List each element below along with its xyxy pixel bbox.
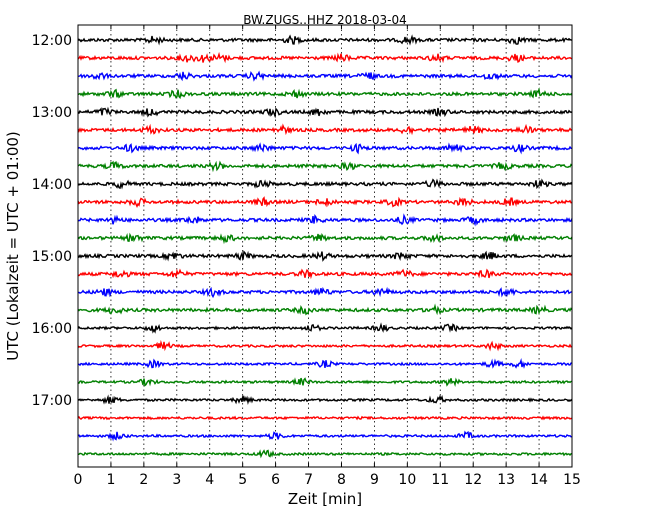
trace-line	[77, 377, 573, 388]
x-tick-label: 11	[431, 472, 449, 488]
x-tick-label: 0	[74, 472, 83, 488]
trace-line	[77, 250, 573, 262]
y-axis: 12:00 13:00 14:00 15:00 16:00 17:00	[32, 33, 572, 409]
x-tick-label: 12	[464, 472, 482, 488]
y-tick-label: 14:00	[32, 177, 72, 193]
trace-line	[77, 142, 572, 155]
trace-line	[77, 286, 573, 299]
trace-line	[77, 34, 573, 46]
trace-line	[77, 51, 573, 64]
x-tick-label: 14	[530, 472, 548, 488]
x-tick-label: 8	[337, 472, 346, 488]
x-tick-label: 5	[238, 472, 247, 488]
grid-lines	[110, 25, 540, 467]
trace-line	[77, 449, 573, 459]
trace-line	[77, 70, 573, 82]
y-tick-label: 15:00	[32, 249, 72, 265]
x-tick-label: 7	[304, 472, 313, 488]
trace-line	[77, 87, 573, 100]
x-axis-label: Zeit [min]	[288, 490, 362, 508]
trace-line	[77, 196, 573, 208]
trace-line	[77, 178, 573, 190]
y-tick-label: 13:00	[32, 105, 72, 121]
x-tick-label: 13	[497, 472, 515, 488]
chart-title: BW.ZUGS..HHZ 2018-03-04	[243, 13, 406, 27]
trace-group	[77, 34, 573, 459]
y-tick-label: 17:00	[32, 393, 72, 409]
x-tick-label: 1	[106, 472, 115, 488]
y-tick-label: 16:00	[32, 321, 72, 337]
trace-line	[77, 213, 573, 227]
plot-frame	[77, 24, 573, 468]
trace-line	[77, 232, 573, 245]
y-tick-label: 12:00	[32, 33, 72, 49]
x-tick-label: 9	[370, 472, 379, 488]
trace-line	[77, 358, 573, 369]
trace-line	[77, 415, 573, 421]
x-axis: 0 1 2 3 4 5 6 7 8 9 10 11 12 13 14 15	[74, 25, 581, 488]
trace-line	[77, 303, 573, 316]
x-tick-label: 6	[271, 472, 280, 488]
trace-line	[77, 339, 573, 352]
trace-line	[77, 430, 573, 442]
trace-line	[77, 123, 573, 136]
trace-line	[77, 394, 573, 405]
trace-line	[77, 322, 573, 334]
trace-line	[77, 160, 573, 173]
trace-line	[77, 106, 573, 119]
x-tick-label: 15	[563, 472, 581, 488]
x-tick-label: 2	[139, 472, 148, 488]
x-tick-label: 10	[398, 472, 416, 488]
trace-line	[77, 268, 573, 280]
x-tick-label: 4	[205, 472, 214, 488]
x-tick-label: 3	[172, 472, 181, 488]
y-axis-label: UTC (Lokalzeit = UTC + 01:00)	[4, 131, 22, 361]
